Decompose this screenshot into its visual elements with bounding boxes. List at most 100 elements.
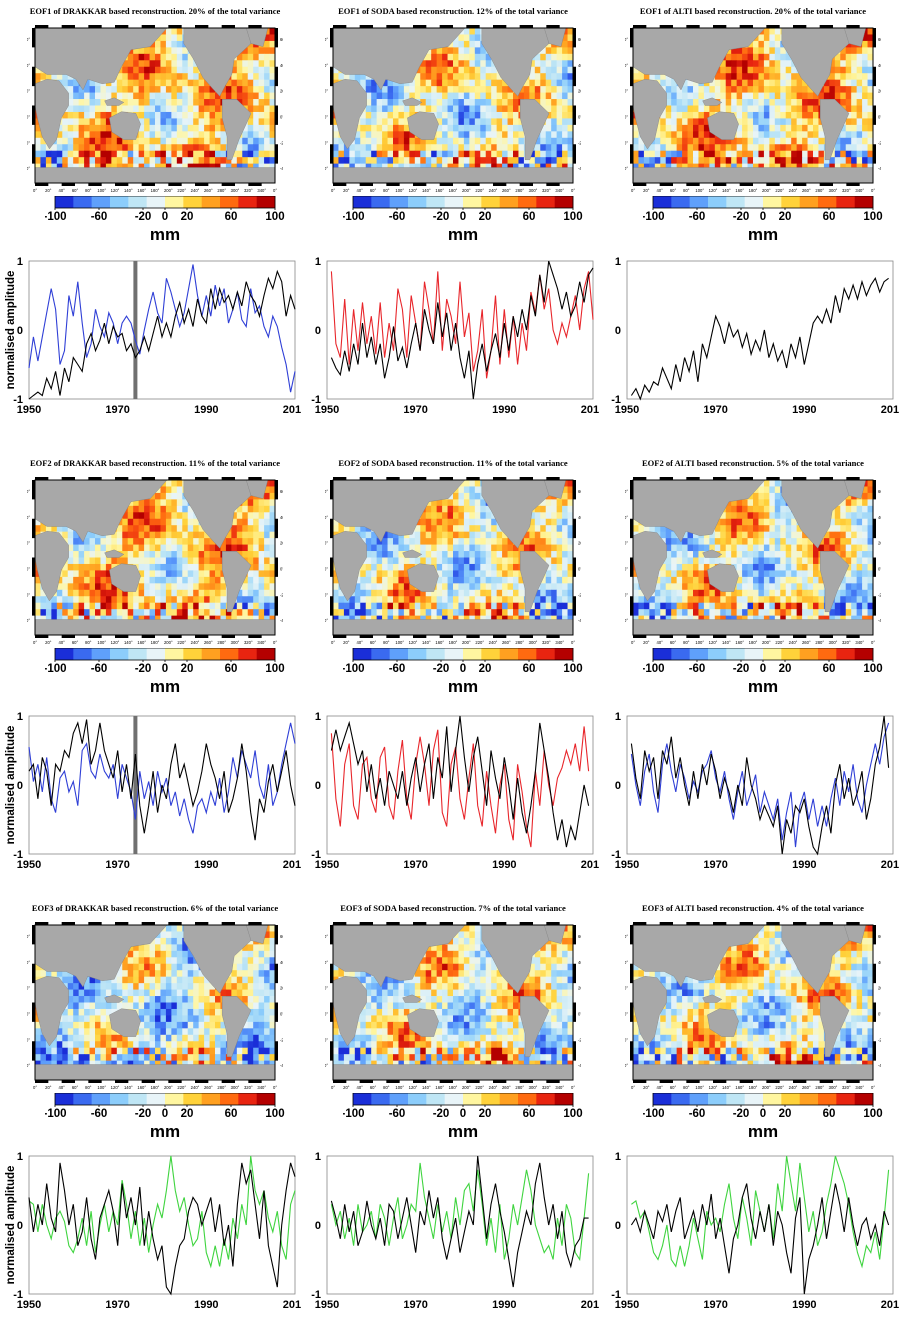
lat-tick-label: 20° <box>625 986 628 991</box>
x-tick-label: 1970 <box>403 404 427 415</box>
lon-tick-label: 100° <box>97 640 106 645</box>
colorbar-swatch <box>689 648 709 660</box>
x-tick-label: 1990 <box>792 1299 816 1310</box>
colorbar-swatch <box>371 196 390 208</box>
lon-tick-label: 100° <box>97 188 106 193</box>
colorbar-swatch <box>426 196 445 208</box>
lon-tick-label: 260° <box>502 1085 511 1090</box>
colorbar: -100 -60 -20 0 20 60 100 mm <box>643 196 883 244</box>
plot-area <box>626 715 894 855</box>
eof-map: 0° 20° 40° 60° 80° 100° 120° 140° 160° 180° 200° 22… <box>325 25 581 193</box>
eof-map: 0° 20° 40° 60° 80° 100° 120° 140° 160° 180° 200° 22… <box>325 922 581 1090</box>
lat-tick-label: -20° <box>27 592 30 597</box>
lon-tick-label: 320° <box>244 640 253 645</box>
colorbar-swatch <box>256 1093 276 1105</box>
lon-tick-label: 60° <box>72 188 79 193</box>
lon-tick-label: 340° <box>855 188 864 193</box>
colorbar-swatch <box>353 196 372 208</box>
lon-tick-label: 340° <box>555 1085 564 1090</box>
colorbar-swatch <box>371 1093 390 1105</box>
lat-tick-label: -40° <box>578 618 581 623</box>
lon-tick-label: 300° <box>231 640 240 645</box>
lon-tick-label: 0° <box>273 188 277 193</box>
colorbar-tick-label: -100 <box>343 1108 365 1120</box>
lon-tick-label: 320° <box>842 188 851 193</box>
lon-tick-label: 340° <box>855 640 864 645</box>
lon-tick-label: 40° <box>357 1085 364 1090</box>
lon-tick-label: 180° <box>749 188 758 193</box>
plot-area <box>626 260 894 400</box>
colorbar-swatch <box>426 1093 445 1105</box>
series-line-reference_series <box>28 1162 296 1296</box>
lon-tick-label: 120° <box>111 188 120 193</box>
lon-tick-label: 200° <box>164 1085 173 1090</box>
x-tick-label: 1950 <box>615 859 639 870</box>
lon-tick-label: 20° <box>45 1085 52 1090</box>
lon-tick-label: 180° <box>449 188 458 193</box>
colorbar-tick-label: 20 <box>479 211 492 223</box>
lon-tick-label: 260° <box>502 188 511 193</box>
colorbar-tick-label: -20 <box>135 663 152 675</box>
lat-tick-label: 0° <box>280 566 283 571</box>
y-tick-label: 1 <box>17 256 23 268</box>
y-tick-label: -1 <box>311 1289 321 1301</box>
colorbar-swatch <box>463 648 482 660</box>
lon-tick-label: 0° <box>631 188 635 193</box>
eof-map: 0° 20° 40° 60° 80° 100° 120° 140° 160° 180° 200° 22… <box>625 922 881 1090</box>
eof-map: 0° 20° 40° 60° 80° 100° 120° 140° 160° 180° 200° 22… <box>27 25 283 193</box>
lon-tick-label: 0° <box>273 1085 277 1090</box>
lon-tick-label: 80° <box>383 188 390 193</box>
colorbar-swatch <box>554 1093 574 1105</box>
lon-tick-label: 60° <box>72 640 79 645</box>
x-tick-label: 1970 <box>105 1299 129 1310</box>
lat-tick-label: 20° <box>27 89 30 94</box>
colorbar-tick-label: 20 <box>181 663 194 675</box>
lat-tick-label: 0° <box>280 114 283 119</box>
colorbar-unit-label: mm <box>150 1122 180 1141</box>
lon-tick-label: 280° <box>515 188 524 193</box>
lat-tick-label: 60° <box>27 37 30 42</box>
land-mask <box>632 924 874 1081</box>
colorbar-tick-label: -20 <box>135 211 152 223</box>
colorbar-tick-label: 100 <box>863 663 882 675</box>
y-axis-label: normalised amplitude <box>5 271 17 390</box>
lon-tick-label: 140° <box>722 188 731 193</box>
map-title: EOF3 of ALTI based reconstruction. 4% of… <box>642 903 864 913</box>
lon-tick-label: 40° <box>59 640 66 645</box>
lon-tick-label: 120° <box>409 640 418 645</box>
map-title: EOF2 of ALTI based reconstruction. 5% of… <box>642 458 864 468</box>
colorbar-swatch <box>671 648 690 660</box>
lat-tick-label: 20° <box>325 541 328 546</box>
lon-tick-label: 80° <box>383 1085 390 1090</box>
colorbar-tick-label: -60 <box>91 211 108 223</box>
lon-tick-label: 0° <box>631 1085 635 1090</box>
lat-tick-label: 60° <box>578 37 581 42</box>
lat-tick-label: -40° <box>27 166 30 171</box>
lat-tick-label: 40° <box>280 960 283 965</box>
y-axis-label: normalised amplitude <box>5 726 17 845</box>
lon-tick-label: 240° <box>789 1085 798 1090</box>
x-tick-label: 1950 <box>17 859 41 870</box>
colorbar-tick-label: 100 <box>563 1108 582 1120</box>
colorbar-swatch <box>55 196 74 208</box>
lat-tick-label: -40° <box>27 1063 30 1068</box>
lon-tick-label: 0° <box>33 188 37 193</box>
colorbar-swatch <box>518 1093 537 1105</box>
y-tick-label: 0 <box>315 780 321 792</box>
x-tick-label: 1950 <box>315 1299 339 1310</box>
lat-tick-label: 0° <box>325 114 328 119</box>
lon-tick-label: 80° <box>383 640 390 645</box>
colorbar-tick-label: 60 <box>823 1108 836 1120</box>
colorbar-swatch <box>444 1093 464 1105</box>
lat-tick-label: -40° <box>625 1063 628 1068</box>
colorbar-swatch <box>499 1093 519 1105</box>
lat-tick-label: 40° <box>878 960 881 965</box>
colorbar: -100 -60 -20 0 20 60 100 mm <box>45 196 285 244</box>
colorbar-swatch <box>183 1093 202 1105</box>
lon-tick-label: 120° <box>409 1085 418 1090</box>
lon-tick-label: 60° <box>370 1085 377 1090</box>
colorbar-tick-label: -60 <box>689 663 706 675</box>
colorbar-swatch <box>744 648 764 660</box>
lat-tick-label: 60° <box>625 934 628 939</box>
